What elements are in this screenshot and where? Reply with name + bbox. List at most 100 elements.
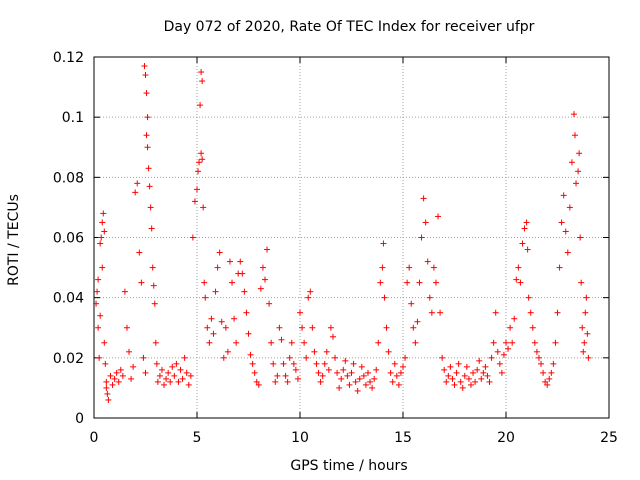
- data-point: [437, 309, 444, 316]
- axis-ticks: [93, 56, 610, 419]
- data-point: [490, 339, 497, 346]
- data-point: [579, 324, 586, 331]
- data-point: [138, 279, 145, 286]
- y-tick-label: 0.04: [53, 291, 84, 307]
- data-point: [101, 339, 108, 346]
- data-point: [408, 300, 415, 307]
- data-point: [519, 240, 526, 247]
- data-point: [572, 132, 579, 139]
- data-point: [387, 369, 394, 376]
- data-point: [356, 375, 363, 382]
- data-point: [198, 150, 205, 157]
- data-point: [315, 369, 322, 376]
- data-point: [173, 360, 180, 367]
- data-point: [584, 330, 591, 337]
- data-point: [177, 366, 184, 373]
- data-point: [334, 369, 341, 376]
- data-point: [96, 354, 103, 361]
- data-point: [290, 360, 297, 367]
- data-point: [404, 279, 411, 286]
- data-point: [505, 345, 512, 352]
- data-point: [99, 219, 106, 226]
- data-point: [142, 369, 149, 376]
- data-point: [272, 378, 279, 385]
- data-point: [364, 369, 371, 376]
- chart-title: Day 072 of 2020, Rate Of TEC Index for r…: [164, 19, 535, 35]
- data-point: [400, 363, 406, 370]
- data-point: [453, 369, 460, 376]
- data-point: [342, 357, 349, 364]
- data-point: [358, 363, 365, 370]
- data-point: [346, 381, 353, 388]
- data-point: [241, 288, 248, 295]
- data-point: [414, 318, 421, 325]
- data-point: [119, 372, 126, 379]
- data-point: [538, 360, 545, 367]
- data-point: [523, 219, 530, 226]
- data-point: [158, 366, 165, 373]
- data-point: [426, 294, 433, 301]
- data-point: [447, 363, 454, 370]
- data-point: [564, 249, 571, 256]
- y-tick-label: 0.08: [53, 170, 84, 186]
- data-point: [486, 378, 493, 385]
- data-point: [521, 225, 528, 232]
- x-tick-labels: 0 5 10 15 20 25: [90, 430, 618, 446]
- data-point: [294, 375, 301, 382]
- data-point: [274, 372, 281, 379]
- data-point: [492, 309, 499, 316]
- data-point: [195, 168, 202, 175]
- y-tick-label: 0.1: [62, 110, 84, 126]
- data-point: [111, 375, 118, 382]
- data-point: [149, 264, 156, 271]
- data-point: [169, 363, 176, 370]
- data-point: [144, 114, 151, 121]
- data-point: [94, 288, 101, 295]
- data-point: [459, 384, 466, 391]
- data-point: [577, 234, 584, 241]
- data-point: [145, 165, 152, 172]
- data-point: [430, 264, 437, 271]
- data-point: [95, 324, 102, 331]
- data-point: [544, 381, 551, 388]
- data-points: [93, 63, 592, 403]
- data-point: [480, 369, 487, 376]
- data-point: [338, 375, 345, 382]
- data-point: [540, 369, 547, 376]
- data-point: [154, 378, 161, 385]
- data-point: [307, 288, 314, 295]
- data-point: [439, 354, 446, 361]
- data-point: [524, 246, 531, 253]
- data-point: [560, 192, 567, 199]
- y-tick-label: 0: [75, 411, 84, 427]
- data-point: [375, 339, 382, 346]
- data-point: [247, 351, 254, 358]
- data-point: [222, 324, 229, 331]
- data-point: [494, 348, 501, 355]
- data-point: [109, 381, 116, 388]
- data-point: [299, 324, 306, 331]
- data-point: [548, 369, 555, 376]
- data-point: [191, 198, 198, 205]
- data-point: [336, 384, 343, 391]
- data-point: [98, 234, 105, 241]
- data-point: [582, 309, 589, 316]
- data-point: [214, 264, 221, 271]
- data-point: [354, 387, 361, 394]
- data-point: [229, 279, 236, 286]
- data-point: [117, 366, 124, 373]
- data-point: [476, 357, 483, 364]
- x-tick-label: 0: [90, 430, 99, 446]
- data-point: [130, 363, 137, 370]
- data-point: [113, 369, 120, 376]
- data-point: [151, 300, 158, 307]
- data-point: [465, 375, 472, 382]
- data-point: [578, 279, 585, 286]
- grid-lines: [94, 57, 609, 418]
- data-point: [245, 330, 252, 337]
- data-point: [412, 339, 419, 346]
- data-point: [482, 363, 489, 370]
- data-point: [197, 102, 204, 109]
- data-point: [517, 279, 524, 286]
